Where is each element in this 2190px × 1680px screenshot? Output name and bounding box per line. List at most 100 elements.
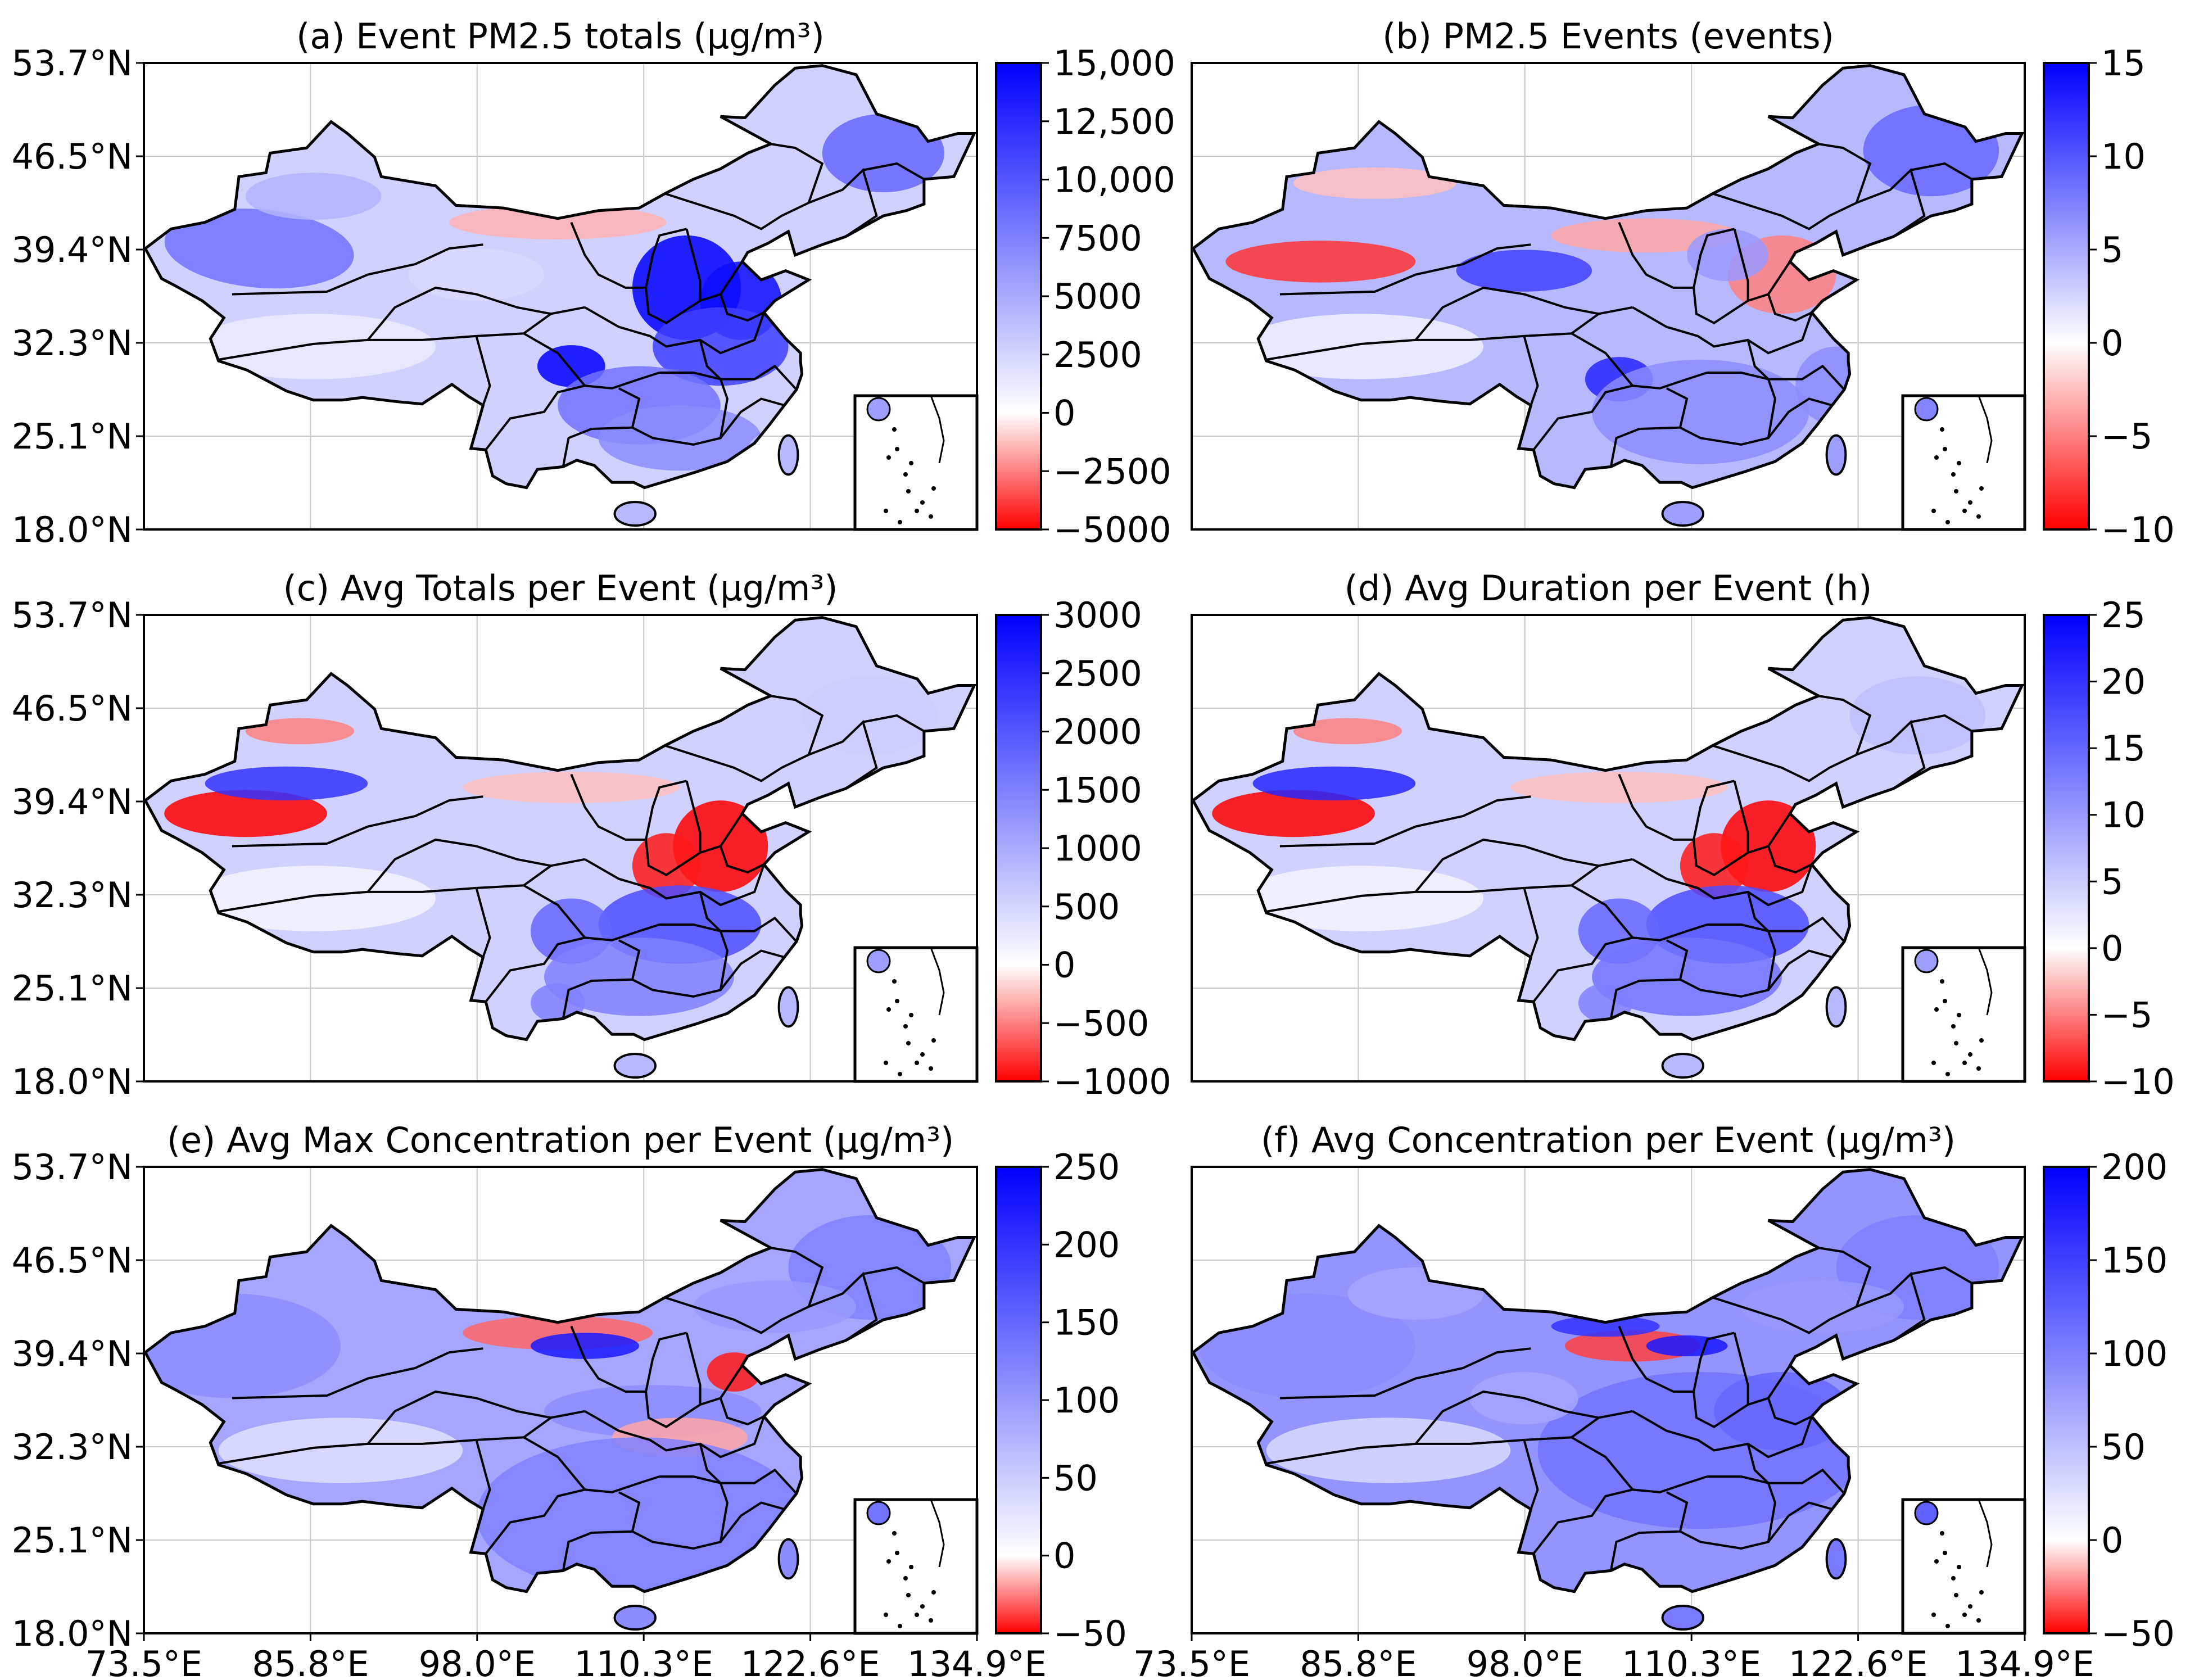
field-patch <box>1510 771 1728 803</box>
lat-tick-label: 53.7°N <box>12 43 133 84</box>
map-clip <box>1192 63 2025 529</box>
map-clip <box>144 615 977 1081</box>
lat-tick-label: 53.7°N <box>12 1147 133 1188</box>
island <box>1661 1605 1704 1631</box>
inset-island-dot <box>886 455 891 460</box>
field-patch <box>1863 105 1999 197</box>
field-patch <box>707 1352 762 1392</box>
inset-hainan <box>866 397 891 422</box>
inset-island-dot <box>1976 1618 1981 1623</box>
province-boundary <box>645 813 744 877</box>
province-boundary <box>862 714 925 732</box>
field-patch <box>1456 250 1592 292</box>
lat-tick-label: 25.1°N <box>12 1520 133 1561</box>
inset-island-dot <box>1968 1604 1972 1609</box>
axes-frame <box>143 1166 978 1634</box>
colorbar-tick-label: 100 <box>2101 1333 2168 1374</box>
colorbar-tick-label: 500 <box>1053 886 1120 927</box>
province-boundary <box>1571 884 1708 941</box>
inset-island-dot <box>895 447 899 451</box>
province-boundary <box>1414 1390 1633 1445</box>
province-boundary <box>523 884 660 941</box>
colorbar-tick-label: 1500 <box>1053 769 1142 810</box>
province-boundary <box>719 1397 764 1426</box>
province-boundary <box>232 1347 483 1400</box>
lat-tick-label: 18.0°N <box>12 1613 133 1654</box>
province-boundary <box>1712 1247 1872 1334</box>
province-boundary <box>475 1439 491 1510</box>
inset-island-dot <box>1954 1593 1958 1597</box>
inset-island-dot <box>1962 1061 1967 1065</box>
lat-tick-label: 32.3°N <box>12 875 133 916</box>
panel-e: (e) Avg Max Concentration per Event (μg/… <box>12 1120 1127 1680</box>
inset-island-dot <box>884 1061 888 1065</box>
map-a <box>143 62 979 531</box>
panel-title: (f) Avg Concentration per Event (μg/m³) <box>1261 1120 1956 1161</box>
colorbar-tick-label: −500 <box>1053 1003 1149 1044</box>
province-boundary <box>720 364 798 391</box>
lon-tick-label: 98.0°E <box>419 1643 536 1677</box>
colorbar-tick-label: −1000 <box>1053 1061 1171 1102</box>
inset-island-dot <box>1945 1624 1950 1628</box>
axes-frame <box>1191 62 2026 531</box>
field-patch <box>1225 241 1416 283</box>
colorbar-tick-label: 15 <box>2101 43 2146 84</box>
inset-island-dot <box>892 427 897 432</box>
field-patch <box>1239 866 1483 931</box>
inset-dashline <box>930 1499 945 1568</box>
colorbar-tick-label: −50 <box>2101 1613 2175 1654</box>
colorbar-tick-label: 0 <box>2101 928 2123 969</box>
field-a <box>145 65 975 488</box>
province-boundary <box>699 891 722 932</box>
province-boundary <box>1632 1410 1813 1459</box>
inset-island-dot <box>1954 489 1958 493</box>
inset-hainan <box>1914 949 1939 973</box>
lon-tick-label: 110.3°E <box>574 1643 713 1677</box>
inset-island-dot <box>931 1590 936 1595</box>
inset-map <box>853 946 979 1083</box>
field-patch <box>1592 359 1809 464</box>
inset-island-dot <box>1943 999 1947 1003</box>
province-boundary <box>1856 1271 1926 1342</box>
province-boundary <box>366 1390 585 1445</box>
field-patch <box>449 205 667 239</box>
inset-island-dot <box>929 514 933 519</box>
island <box>777 1538 799 1580</box>
inset-island-dot <box>1940 427 1944 432</box>
inset-island-dot <box>898 1072 902 1076</box>
province-boundary <box>664 1247 824 1334</box>
field-patch <box>408 248 545 301</box>
province-boundary <box>1279 243 1531 296</box>
inset-island-dot <box>1976 514 1981 519</box>
province-boundary <box>1910 1266 1972 1284</box>
inset-island-dot <box>1940 1531 1944 1536</box>
province-boundary <box>631 923 729 998</box>
colorbar-f <box>2043 1166 2090 1634</box>
province-boundary <box>631 1475 729 1550</box>
colorbar-tick-label: 10,000 <box>1053 160 1175 201</box>
inset-island-dot <box>884 509 888 513</box>
inset-island-dot <box>906 1041 911 1045</box>
island <box>1661 1053 1704 1079</box>
panel-title: (d) Avg Duration per Event (h) <box>1345 568 1872 609</box>
province-boundary <box>570 221 687 289</box>
inset-island-dot <box>909 1013 913 1017</box>
colorbar-tick-label: −50 <box>1053 1613 1127 1654</box>
province-boundary <box>1632 858 1813 907</box>
province-boundary <box>720 397 785 439</box>
province-boundary <box>570 773 687 841</box>
field-base <box>145 65 975 488</box>
province-boundary <box>1609 387 1689 467</box>
province-boundary <box>485 1488 585 1555</box>
inset-island-dot <box>1962 1613 1967 1617</box>
province-boundary <box>1609 939 1689 1019</box>
map-d <box>1191 614 2026 1083</box>
field-c <box>145 617 975 1040</box>
island <box>613 1053 657 1079</box>
province-boundary <box>1767 1501 1832 1543</box>
inset-island-dot <box>1931 1061 1936 1065</box>
inset-island-dot <box>1951 1576 1956 1581</box>
province-boundary <box>1414 838 1633 893</box>
province-boundary <box>1910 714 1972 732</box>
